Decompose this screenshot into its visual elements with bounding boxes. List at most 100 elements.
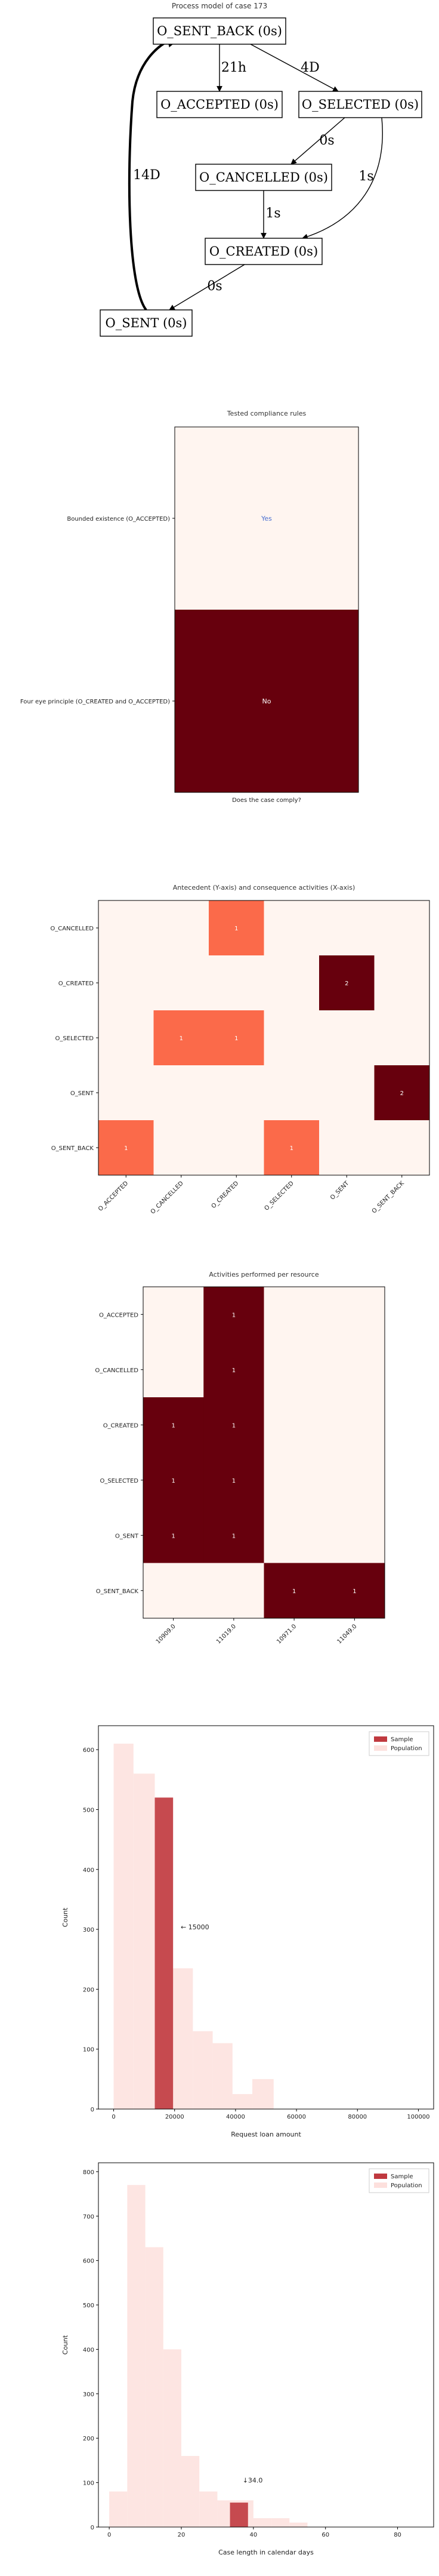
resource-cell — [324, 1397, 385, 1453]
compliance-row-label: Bounded existence (O_ACCEPTED) — [67, 516, 170, 522]
loan-y-tick-label: 400 — [83, 1867, 94, 1874]
loan-sample-bar — [154, 1797, 174, 2109]
loan-legend-label: Population — [391, 1745, 422, 1752]
length-y-tick-label: 500 — [83, 2303, 94, 2309]
antecedent-frame — [98, 900, 430, 1176]
loan-legend — [369, 1731, 429, 1756]
antecedent-cell-value: 1 — [234, 926, 238, 932]
length-population-bar — [163, 2349, 181, 2527]
edge-label: 21h — [221, 60, 246, 75]
antecedent-cell — [264, 1065, 320, 1121]
antecedent-col-label: O_ACCEPTED — [97, 1180, 130, 1213]
length-population-bar — [253, 2518, 272, 2527]
edge-label: 1s — [265, 206, 280, 221]
antecedent-col-label: O_CANCELLED — [150, 1180, 185, 1215]
resource-title: Activities performed per resource — [209, 1272, 319, 1278]
loan-x-tick-label: 40000 — [226, 2114, 245, 2120]
loan-population-bar — [133, 1773, 155, 2109]
loan-y-tick-label: 100 — [83, 2047, 94, 2054]
loan-annotation: ← 15000 — [181, 1923, 209, 1931]
loan-population-bar — [232, 2094, 253, 2109]
resource-col-label: 10971.0 — [276, 1623, 298, 1645]
antecedent-cell — [209, 955, 264, 1011]
antecedent-cell — [98, 1120, 154, 1176]
resource-cell — [203, 1397, 264, 1453]
resource-cell — [264, 1397, 325, 1453]
antecedent-cell — [319, 1010, 375, 1066]
length-annotation: ↓34.0 — [243, 2477, 263, 2485]
length-legend-swatch — [374, 2174, 387, 2179]
resource-cell-value: 1 — [171, 1422, 175, 1429]
loan-y-tick-label: 0 — [91, 2107, 94, 2113]
node-box-o-cancelled — [195, 164, 332, 191]
process-model-diagram: Process model of case 173 21h 4D 0s 1s 1s 0s 1… — [100, 2, 422, 337]
antecedent-cell — [264, 1120, 320, 1176]
antecedent-cell — [153, 1120, 209, 1176]
process-model-title: Process model of case 173 — [172, 2, 267, 10]
resource-cell-value: 1 — [232, 1478, 236, 1484]
antecedent-cell-value: 1 — [124, 1145, 128, 1152]
resource-cell — [143, 1287, 204, 1342]
resource-cell — [324, 1342, 385, 1398]
process-model-section: Process model of case 173 21h 4D 0s 1s 1s 0s 1… — [0, 0, 439, 358]
resource-cell — [264, 1452, 325, 1508]
antecedent-cell — [98, 900, 154, 956]
resource-cell — [264, 1287, 325, 1342]
length-x-tick-label: 80 — [394, 2532, 401, 2538]
length-frame — [98, 2162, 434, 2528]
antecedent-cell — [374, 1010, 430, 1066]
edge-o-sent-to-o-sent-back — [128, 31, 184, 311]
antecedent-cell-value: 1 — [234, 1035, 238, 1042]
loan-histogram: 0 20000 40000 60000 80000 100000 0 100 200 300 400… — [61, 1725, 434, 2138]
antecedent-cell — [98, 1010, 154, 1066]
edge-label: 1s — [358, 169, 373, 184]
loan-histogram-section: 0 20000 40000 60000 80000 100000 0 100 200 300 400… — [0, 1720, 439, 2150]
length-legend-swatch — [374, 2182, 387, 2188]
antecedent-cell — [153, 900, 209, 956]
resource-cell-value: 1 — [353, 1588, 356, 1595]
edge-label: 14D — [133, 168, 160, 183]
length-y-tick-label: 300 — [83, 2391, 94, 2398]
compliance-cell-value: Yes — [261, 515, 272, 522]
resource-cell — [324, 1508, 385, 1563]
resource-row-label: O_CANCELLED — [95, 1367, 138, 1374]
antecedent-heatmap: Antecedent (Y-axis) and consequence acti… — [50, 884, 430, 1215]
antecedent-cell — [319, 900, 375, 956]
length-y-tick-label: 0 — [91, 2525, 94, 2531]
length-population-bar — [109, 2491, 128, 2527]
resource-cell — [143, 1563, 204, 1619]
length-x-tick-label: 60 — [321, 2532, 329, 2538]
antecedent-cell-value: 1 — [180, 1035, 183, 1042]
resource-cell — [143, 1508, 204, 1563]
resource-frame — [143, 1286, 385, 1619]
compliance-xlabel: Does the case comply? — [232, 797, 301, 804]
antecedent-cell-value: 2 — [345, 980, 348, 987]
length-y-tick-label: 700 — [83, 2214, 94, 2220]
resource-row-label: O_SENT_BACK — [96, 1588, 139, 1595]
antecedent-cell — [153, 955, 209, 1011]
node-box-o-sent — [100, 309, 193, 337]
compliance-heatmap: Tested compliance rules Yes Bounded existe… — [20, 410, 359, 804]
resource-row-label: O_ACCEPTED — [99, 1312, 138, 1318]
edge-o-selected-to-o-cancelled — [290, 117, 345, 165]
resource-cell-value: 1 — [171, 1478, 175, 1484]
length-legend-label: Population — [391, 2182, 422, 2189]
antecedent-cell — [209, 1120, 264, 1176]
antecedent-row-label: O_CREATED — [58, 980, 94, 987]
antecedent-cell — [264, 1010, 320, 1066]
node-box-o-sent-back — [153, 17, 286, 45]
antecedent-cell — [319, 1065, 375, 1121]
resource-section: Activities performed per resource 1 1 1 1 1 1 1… — [0, 1271, 439, 1702]
loan-population-bar — [193, 2031, 213, 2109]
resource-cell-value: 1 — [232, 1422, 236, 1429]
loan-x-tick-label: 20000 — [165, 2114, 184, 2120]
loan-population-bar — [113, 1744, 134, 2109]
antecedent-cell — [264, 900, 320, 956]
length-legend — [369, 2168, 429, 2193]
antecedent-cell — [264, 955, 320, 1011]
antecedent-cell — [374, 1065, 430, 1121]
edge-label: 0s — [319, 133, 334, 148]
compliance-cell-value: No — [262, 697, 271, 705]
length-x-tick-label: 40 — [249, 2532, 257, 2538]
loan-ylabel: Count — [61, 1907, 69, 1927]
